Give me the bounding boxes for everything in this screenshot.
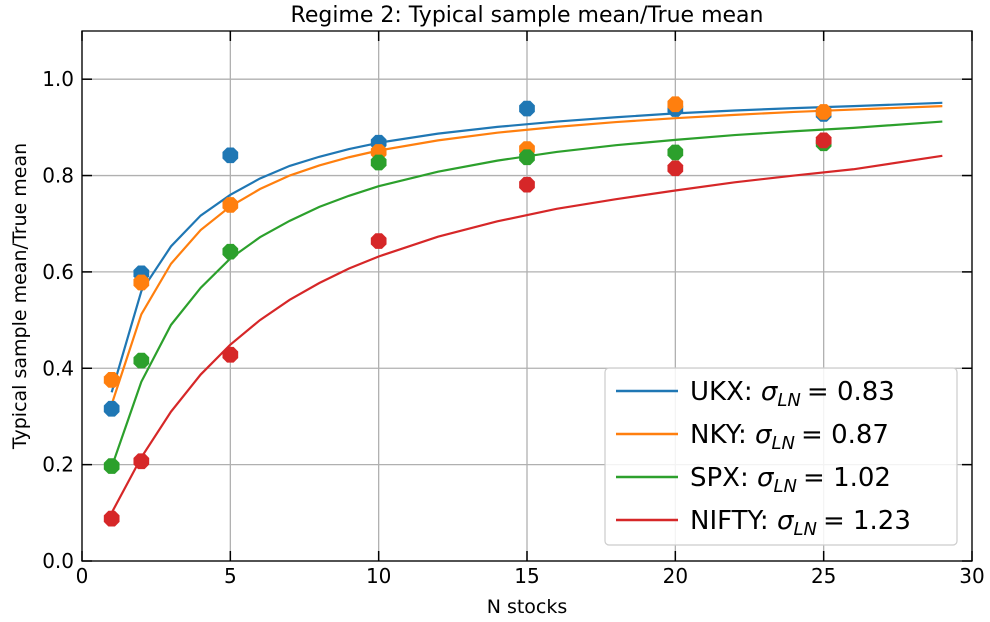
legend-sigma-value: = 1.23 (823, 506, 911, 536)
legend-sigma-symbol: σ (761, 377, 779, 407)
y-tick-label: 0.2 (42, 453, 74, 477)
data-point-2 (222, 243, 239, 260)
legend-sigma-value: = 0.83 (807, 377, 895, 407)
legend-sigma-subscript: LN (793, 519, 817, 540)
axis-ticks (81, 31, 973, 562)
data-point-0 (103, 400, 120, 417)
y-tick-label: 0.6 (42, 260, 74, 284)
data-point-1 (222, 197, 239, 213)
legend-sigma-subscript: LN (772, 433, 796, 454)
x-tick-label: 15 (514, 564, 539, 588)
data-point-1 (133, 274, 150, 291)
data-point-3 (370, 233, 387, 249)
data-point-2 (370, 154, 387, 171)
y-tick-label: 1.0 (42, 67, 74, 91)
data-point-3 (667, 160, 684, 177)
fit-line-2 (110, 120, 943, 468)
x-tick-label: 0 (76, 564, 89, 588)
y-axis-label: Typical sample mean/True mean (9, 143, 31, 450)
data-point-2 (667, 144, 684, 161)
legend-sigma-symbol: σ (755, 420, 773, 450)
chart-title: Regime 2: Typical sample mean/True mean (291, 3, 764, 28)
legend-series-name: UKX: (690, 377, 761, 407)
legend-label: UKX: σLN = 0.83 (690, 377, 895, 411)
legend-label: NKY: σLN = 0.87 (690, 420, 889, 454)
data-point-3 (815, 132, 832, 149)
y-tick-label: 0.0 (42, 549, 74, 573)
legend-series-name: SPX: (690, 463, 757, 493)
legend-sigma-symbol: σ (757, 463, 775, 493)
x-tick-label: 5 (224, 564, 237, 588)
data-point-2 (103, 458, 120, 474)
y-tick-label: 0.8 (42, 164, 74, 188)
data-point-3 (519, 176, 535, 193)
data-point-2 (133, 352, 150, 369)
x-tick-label: 10 (366, 564, 391, 588)
legend-sigma-symbol: σ (777, 506, 795, 536)
fit-line-3 (110, 154, 943, 514)
legend-series-name: NKY: (690, 420, 755, 450)
x-tick-label: 25 (811, 564, 836, 588)
y-tick-labels: 0.0 0.2 0.4 0.6 0.8 1.0 (42, 67, 74, 573)
legend-sigma-subscript: LN (774, 476, 798, 497)
x-tick-label: 20 (663, 564, 688, 588)
data-point-0 (519, 100, 535, 117)
legend-box (604, 367, 958, 546)
x-axis-label: N stocks (487, 596, 568, 618)
x-tick-label: 30 (959, 564, 984, 588)
data-point-3 (103, 510, 120, 527)
data-points (103, 96, 832, 527)
data-point-3 (222, 346, 239, 363)
legend-sigma-value: = 1.02 (803, 463, 891, 493)
legend-label: NIFTY: σLN = 1.23 (690, 506, 911, 540)
x-tick-labels: 0 5 10 15 20 25 30 (76, 564, 985, 588)
data-point-1 (103, 371, 120, 388)
data-point-2 (519, 149, 535, 166)
data-point-1 (815, 104, 832, 120)
y-tick-label: 0.4 (42, 356, 74, 380)
legend-label: SPX: σLN = 1.02 (690, 463, 891, 497)
data-point-3 (133, 453, 150, 470)
legend-sigma-subscript: LN (777, 390, 801, 411)
legend-sigma-value: = 0.87 (801, 420, 889, 450)
data-point-1 (667, 96, 684, 113)
legend-series-name: NIFTY: (690, 506, 777, 536)
data-point-0 (222, 147, 239, 164)
